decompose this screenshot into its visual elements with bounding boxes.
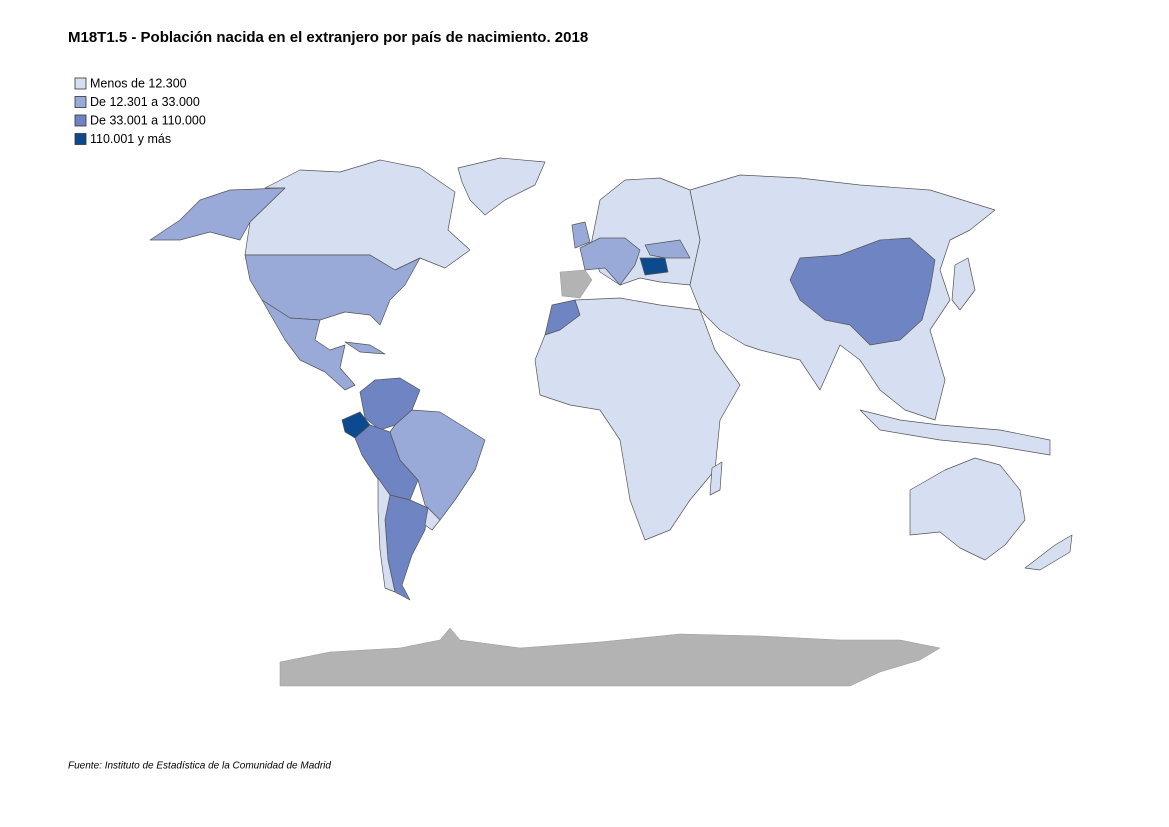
- greenland: [457, 157, 546, 216]
- indonesia: [859, 409, 1051, 456]
- uruguay: [424, 507, 441, 531]
- mexico: [261, 299, 356, 391]
- new-zealand: [1024, 534, 1073, 571]
- western-europe: [579, 237, 641, 286]
- antarctica: [279, 627, 941, 687]
- madagascar: [709, 461, 723, 496]
- china: [789, 237, 936, 346]
- legend-label: 110.001 y más: [90, 132, 171, 146]
- australia: [909, 457, 1026, 561]
- map-title: M18T1.5 - Población nacida en el extranj…: [68, 29, 588, 46]
- legend-label: De 12.301 a 33.000: [90, 95, 200, 109]
- alaska: [149, 187, 286, 241]
- chile: [377, 477, 396, 593]
- source-note: Fuente: Instituto de Estadística de la C…: [68, 761, 331, 772]
- ukraine: [644, 239, 691, 259]
- cuba: [344, 341, 386, 355]
- legend-label: Menos de 12.300: [90, 76, 187, 90]
- legend-swatch: [74, 114, 87, 127]
- legend-swatch: [74, 133, 87, 145]
- legend-swatch: [74, 77, 87, 90]
- canada: [244, 159, 471, 271]
- uk: [571, 221, 591, 249]
- africa: [534, 297, 741, 541]
- iberia: [559, 269, 593, 299]
- brazil: [389, 409, 486, 521]
- legend-swatch: [74, 96, 87, 108]
- legend: Menos de 12.300 De 12.301 a 33.000 De 33.0…: [74, 76, 206, 146]
- legend-label: De 33.001 a 110.000: [90, 113, 206, 127]
- peru-bolivia: [354, 424, 419, 501]
- romania: [639, 257, 669, 276]
- japan: [951, 257, 976, 311]
- world-map: [149, 157, 1073, 687]
